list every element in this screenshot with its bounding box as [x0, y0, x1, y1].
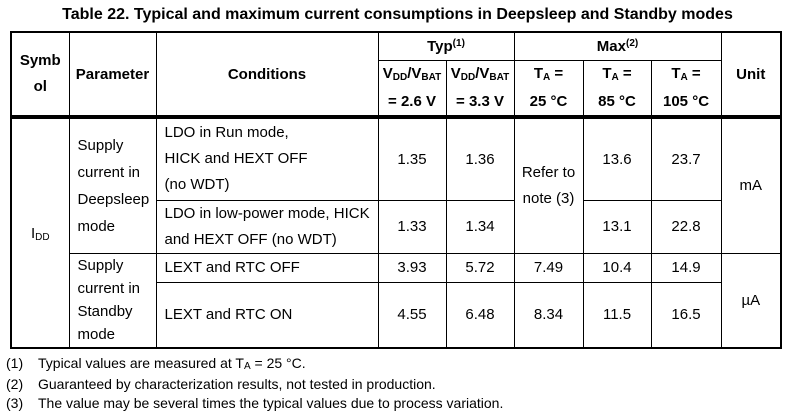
value-max-25: 7.49: [513, 252, 584, 283]
value-typ-3v3: 5.72: [445, 252, 515, 283]
footnote-number: (3): [6, 395, 24, 411]
max-label: Max: [596, 37, 626, 55]
ta-label: TA =: [671, 64, 701, 83]
vdd-value: = 2.6 V: [388, 92, 436, 110]
table-row: LDO in low-power mode, HICK and HEXT OFF…: [11, 199, 781, 254]
value-max-105: 22.8: [650, 199, 722, 254]
footnotes: (1) Typical values are measured at TA = …: [6, 354, 795, 413]
col-header-ta-85: TA = 85 °C: [582, 59, 652, 119]
ta-value: 105 °C: [663, 92, 710, 110]
col-header-ta-105: TA = 105 °C: [650, 59, 722, 119]
value-typ-3v3: 1.36: [445, 116, 515, 201]
condition-lext-rtc-off: LEXT and RTC OFF: [155, 252, 379, 283]
ta-label: TA =: [533, 64, 564, 83]
unit-ua: µA: [720, 252, 782, 349]
condition-ldo-low-power: LDO in low-power mode, HICK and HEXT OFF…: [155, 199, 379, 254]
footnote-number: (1): [6, 355, 24, 371]
value-max-105: 14.9: [650, 252, 722, 283]
footnote-2: (2) Guaranteed by characterization resul…: [6, 375, 795, 394]
col-header-vdd-3v3: VDD/VBAT = 3.3 V: [445, 59, 515, 119]
condition-lext-rtc-on: LEXT and RTC ON: [155, 281, 379, 349]
value-max-85: 13.6: [582, 116, 652, 201]
value-typ-3v3: 1.34: [445, 199, 515, 254]
group-header-typ: Typ(1): [377, 31, 515, 61]
footnote-number: (2): [6, 376, 24, 392]
typ-footnote-ref: (1): [452, 37, 465, 49]
col-header-ta-25: TA = 25 °C: [513, 59, 584, 119]
symbol-idd: IDD: [10, 116, 70, 349]
condition-ldo-run-mode: LDO in Run mode, HICK and HEXT OFF (no W…: [155, 116, 379, 201]
header-row-groups: Symbol Parameter Conditions Typ(1) Max(2…: [10, 31, 782, 119]
col-header-parameter: Parameter: [68, 31, 157, 119]
ta-label: TA =: [602, 64, 632, 83]
max-footnote-ref: (2): [625, 37, 639, 49]
value-max-105: 23.7: [650, 116, 722, 201]
value-max-85: 13.1: [582, 199, 652, 254]
value-typ-2v6: 1.35: [377, 116, 447, 201]
group-header-max: Max(2): [513, 31, 722, 61]
value-typ-3v3: 6.48: [445, 281, 515, 349]
vdd-vbat-label: VDD/VBAT: [450, 64, 510, 83]
footnote-3: (3) The value may be several times the t…: [6, 394, 795, 413]
parameter-deepsleep: Supply current in Deepsleep mode: [68, 116, 157, 254]
table-row: LEXT and RTC ON 4.55 6.48 8.34 11.5 16.5: [11, 281, 781, 349]
value-max-85: 11.5: [582, 281, 652, 349]
typ-label: Typ: [427, 37, 453, 55]
footnote-text: Typical values are measured at TA = 25 °…: [38, 355, 306, 372]
parameter-standby: Supply current in Standby mode: [68, 252, 157, 349]
value-typ-2v6: 1.33: [377, 199, 447, 254]
col-header-symbol: Symbol: [10, 31, 70, 119]
value-max-105: 16.5: [650, 281, 722, 349]
note-reference-cell: Refer to note (3): [513, 116, 584, 254]
value-typ-2v6: 3.93: [377, 252, 447, 283]
col-header-conditions: Conditions: [155, 31, 379, 119]
ta-value: 25 °C: [529, 92, 568, 110]
col-header-unit: Unit: [720, 31, 782, 119]
ta-value: 85 °C: [598, 92, 636, 110]
footnote-text: Guaranteed by characterization results, …: [38, 376, 436, 392]
vdd-value: = 3.3 V: [456, 92, 504, 110]
current-consumption-table: Symbol Parameter Conditions Typ(1) Max(2…: [10, 31, 783, 349]
col-header-vdd-2v6: VDD/VBAT = 2.6 V: [377, 59, 447, 119]
value-max-25: 8.34: [513, 281, 584, 349]
footnote-1: (1) Typical values are measured at TA = …: [6, 354, 795, 375]
value-max-85: 10.4: [582, 252, 652, 283]
footnote-text: The value may be several times the typic…: [38, 395, 504, 411]
table-row: Supply current in Standby mode LEXT and …: [11, 252, 782, 349]
value-typ-2v6: 4.55: [377, 281, 447, 349]
table-title: Table 22. Typical and maximum current co…: [62, 6, 733, 23]
table-row: IDD Supply current in Deepsleep mode LDO…: [10, 116, 782, 349]
unit-ma: mA: [720, 116, 782, 254]
vdd-vbat-label: VDD/VBAT: [382, 64, 442, 83]
header-row-subcolumns: VDD/VBAT = 2.6 V VDD/VBAT = 3.3 V TA = 2…: [11, 59, 781, 119]
